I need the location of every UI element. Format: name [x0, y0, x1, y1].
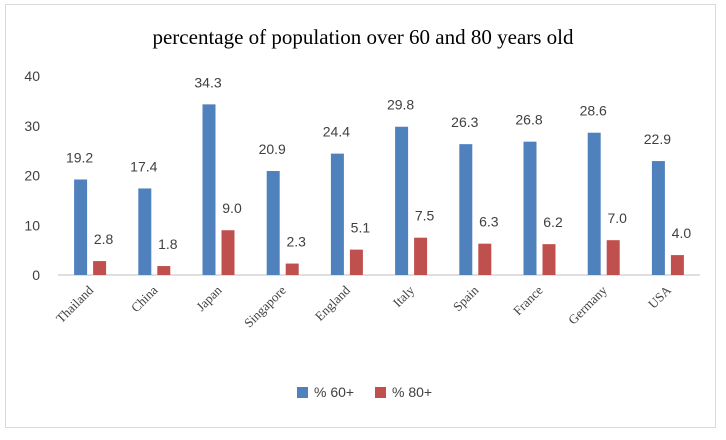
y-tick-label: 40	[24, 68, 40, 84]
bar-pct80-england	[349, 249, 363, 275]
data-label: 2.3	[286, 234, 306, 250]
data-label: 6.2	[543, 214, 563, 230]
bar-pct60-singapore	[266, 171, 280, 275]
bars-group	[74, 104, 684, 276]
bar-pct60-usa	[651, 161, 665, 275]
category-label-usa: USA	[645, 282, 674, 311]
category-labels-group: Thailand China Japan Singapore England Italy S…	[53, 282, 675, 330]
category-label-singapore: Singapore	[241, 282, 289, 330]
category-label-china: China	[128, 282, 161, 315]
bar-pct60-japan	[202, 104, 216, 275]
y-tick-label: 20	[24, 168, 40, 184]
category-label-england: England	[312, 282, 354, 324]
category-label-france: France	[510, 282, 546, 318]
data-label: 29.8	[387, 97, 414, 113]
bar-pct60-italy	[395, 126, 409, 276]
legend: % 60+ % 80+	[297, 384, 432, 400]
y-tick-label: 30	[24, 118, 40, 134]
data-label: 2.8	[94, 231, 114, 247]
bar-pct80-italy	[414, 237, 428, 275]
data-labels-group: 19.2 2.8 17.4 1.8 34.3 9.0 20.9 2.3 24.4 5.1 29.8 7…	[66, 74, 691, 252]
legend-swatch-pct80	[375, 387, 386, 398]
data-label: 6.3	[479, 214, 499, 230]
bar-pct80-singapore	[285, 263, 299, 275]
category-label-germany: Germany	[565, 282, 610, 327]
bar-pct80-spain	[478, 243, 492, 275]
data-label: 26.3	[451, 114, 478, 130]
data-label: 28.6	[580, 103, 607, 119]
data-label: 34.3	[194, 74, 221, 90]
legend-swatch-pct60	[297, 387, 308, 398]
category-label-italy: Italy	[390, 282, 418, 310]
data-label: 20.9	[259, 141, 286, 157]
chart-title: percentage of population over 60 and 80 …	[152, 25, 574, 49]
bar-pct60-england	[330, 153, 344, 275]
category-label-japan: Japan	[193, 282, 225, 314]
data-label: 26.8	[515, 112, 542, 128]
bar-pct80-japan	[221, 230, 235, 275]
bar-pct80-china	[157, 266, 171, 275]
data-label: 19.2	[66, 149, 93, 165]
bar-pct60-china	[138, 188, 152, 275]
y-tick-label: 0	[32, 267, 40, 283]
bar-pct80-france	[542, 244, 556, 275]
data-label: 7.5	[415, 208, 435, 224]
bar-pct80-usa	[670, 255, 684, 275]
data-label: 1.8	[158, 236, 178, 252]
category-label-thailand: Thailand	[53, 282, 97, 326]
data-label: 17.4	[130, 158, 157, 174]
data-label: 22.9	[644, 131, 671, 147]
data-label: 24.4	[323, 124, 350, 140]
data-label: 5.1	[351, 220, 371, 236]
bar-pct60-spain	[459, 144, 473, 275]
bar-pct80-thailand	[93, 261, 107, 275]
category-label-spain: Spain	[450, 282, 482, 314]
data-label: 7.0	[607, 210, 627, 226]
bar-pct60-thailand	[74, 179, 88, 275]
bar-pct60-france	[523, 141, 537, 275]
data-label: 9.0	[222, 200, 242, 216]
y-tick-label: 10	[24, 217, 40, 233]
legend-label-pct60: % 60+	[314, 384, 354, 400]
y-axis: 0 10 20 30 40	[24, 68, 40, 283]
legend-label-pct80: % 80+	[392, 384, 432, 400]
bar-pct60-germany	[587, 132, 601, 275]
data-label: 4.0	[672, 225, 692, 241]
bar-pct80-germany	[606, 240, 620, 275]
